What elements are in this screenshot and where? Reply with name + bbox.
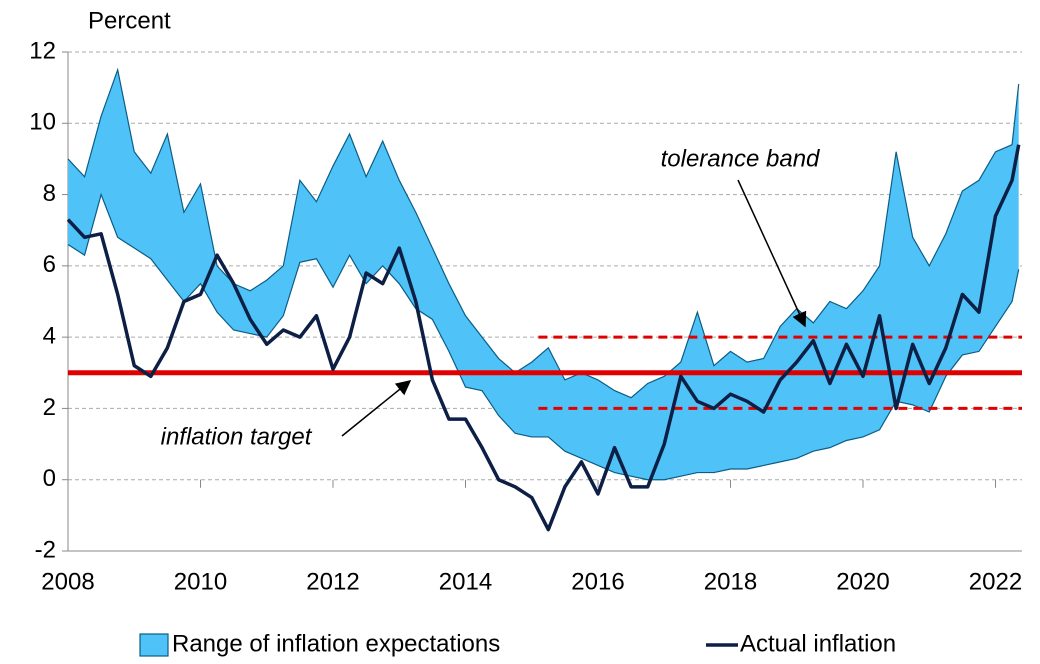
band-upper-edge bbox=[67, 67, 1020, 399]
inflation-line bbox=[66, 144, 1021, 532]
y-tick-label: 4 bbox=[43, 322, 56, 349]
y-axis-label: Percent bbox=[88, 7, 171, 34]
y-tick-label: 8 bbox=[43, 180, 56, 207]
x-tick-label: 2020 bbox=[836, 568, 889, 595]
x-tick-label: 2008 bbox=[41, 568, 94, 595]
annotation: inflation target bbox=[161, 423, 313, 450]
y-tick-label: 10 bbox=[29, 109, 56, 136]
annotation-arrow bbox=[341, 380, 412, 437]
annotation-arrow bbox=[737, 179, 807, 328]
y-tick-label: 12 bbox=[29, 37, 56, 64]
y-tick-label: 2 bbox=[43, 394, 56, 421]
annotation: tolerance band bbox=[661, 145, 820, 172]
legend-label: Actual inflation bbox=[740, 630, 896, 657]
x-tick-label: 2022 bbox=[969, 568, 1022, 595]
x-tick-label: 2016 bbox=[571, 568, 624, 595]
y-tick-label: 0 bbox=[43, 465, 56, 492]
legend-swatch bbox=[139, 633, 169, 657]
x-tick-label: 2012 bbox=[306, 568, 359, 595]
x-tick-label: 2018 bbox=[704, 568, 757, 595]
y-tick-label: 6 bbox=[43, 251, 56, 278]
band-lower-edge bbox=[67, 192, 1020, 481]
x-tick-label: 2010 bbox=[174, 568, 227, 595]
legend-label: Range of inflation expectations bbox=[172, 630, 500, 657]
x-tick-label: 2014 bbox=[439, 568, 492, 595]
y-tick-label: -2 bbox=[35, 536, 56, 563]
